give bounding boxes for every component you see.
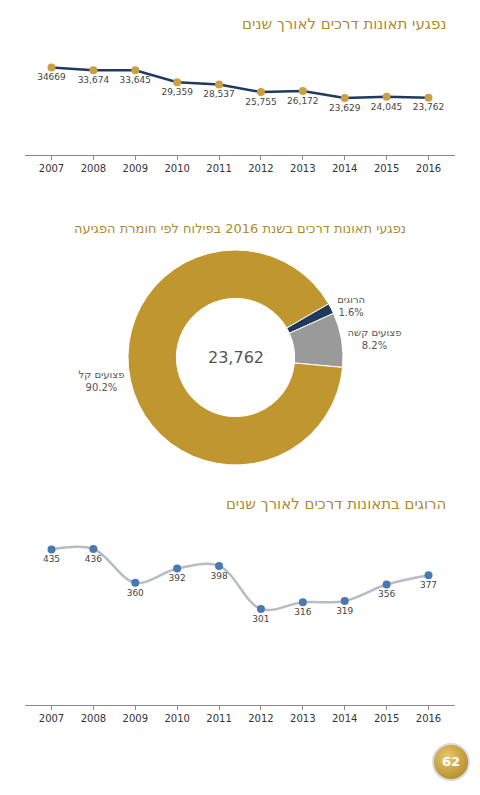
svg-text:360: 360 — [127, 588, 144, 598]
svg-text:2014: 2014 — [332, 163, 357, 174]
svg-text:435: 435 — [43, 554, 60, 564]
svg-text:23,762: 23,762 — [413, 102, 445, 112]
svg-text:הרוגים1.6%: הרוגים1.6% — [337, 294, 365, 318]
svg-text:2015: 2015 — [374, 163, 399, 174]
svg-text:2008: 2008 — [81, 163, 106, 174]
svg-text:25,755: 25,755 — [245, 97, 277, 107]
svg-text:392: 392 — [169, 573, 186, 583]
svg-text:נפגעי תאונות דרכים בשנת 2016 ב: נפגעי תאונות דרכים בשנת 2016 בפילוח לפי … — [74, 221, 406, 236]
svg-text:2007: 2007 — [39, 713, 64, 724]
svg-text:34669: 34669 — [37, 72, 66, 82]
svg-text:26,172: 26,172 — [287, 96, 319, 106]
svg-text:2013: 2013 — [290, 713, 315, 724]
svg-text:316: 316 — [294, 607, 311, 617]
svg-text:2010: 2010 — [164, 713, 189, 724]
svg-text:2016: 2016 — [416, 163, 441, 174]
svg-text:29,359: 29,359 — [161, 87, 193, 97]
svg-text:398: 398 — [210, 571, 227, 581]
svg-text:הרוגים בתאונות דרכים לאורך שני: הרוגים בתאונות דרכים לאורך שנים — [226, 495, 447, 513]
svg-text:2013: 2013 — [290, 163, 315, 174]
svg-text:פצועים קשה8.2%: פצועים קשה8.2% — [348, 327, 402, 351]
svg-text:2015: 2015 — [374, 713, 399, 724]
svg-text:436: 436 — [85, 554, 102, 564]
svg-text:33,674: 33,674 — [78, 75, 110, 85]
svg-text:2016: 2016 — [416, 713, 441, 724]
svg-text:319: 319 — [336, 606, 353, 616]
svg-text:2009: 2009 — [123, 713, 148, 724]
svg-text:2010: 2010 — [164, 163, 189, 174]
svg-text:2007: 2007 — [39, 163, 64, 174]
svg-text:2014: 2014 — [332, 713, 357, 724]
svg-text:2009: 2009 — [123, 163, 148, 174]
svg-text:2012: 2012 — [248, 163, 273, 174]
svg-text:2011: 2011 — [206, 713, 231, 724]
svg-text:301: 301 — [252, 614, 269, 624]
svg-text:28,537: 28,537 — [203, 89, 235, 99]
svg-text:33,645: 33,645 — [120, 75, 152, 85]
svg-text:נפגעי תאונות דרכים לאורך שנים: נפגעי תאונות דרכים לאורך שנים — [242, 15, 446, 33]
svg-text:377: 377 — [420, 580, 437, 590]
html-text:62: 62 — [442, 754, 460, 769]
svg-text:356: 356 — [378, 589, 395, 599]
svg-text:2011: 2011 — [206, 163, 231, 174]
svg-text:24,045: 24,045 — [371, 102, 403, 112]
svg-text:23,762: 23,762 — [208, 348, 264, 367]
svg-text:2008: 2008 — [81, 713, 106, 724]
svg-text:23,629: 23,629 — [329, 103, 361, 113]
svg-text:2012: 2012 — [248, 713, 273, 724]
svg-text:פצועים קל90.2%: פצועים קל90.2% — [78, 369, 124, 393]
